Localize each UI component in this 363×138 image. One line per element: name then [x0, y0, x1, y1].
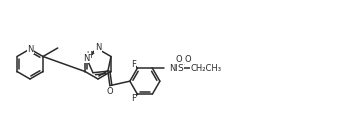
Text: F: F	[131, 60, 136, 69]
Text: CH₂CH₃: CH₂CH₃	[191, 64, 222, 73]
Text: F: F	[131, 94, 136, 103]
Text: H: H	[86, 51, 92, 59]
Text: NH: NH	[170, 64, 182, 73]
Text: O: O	[184, 55, 191, 64]
Text: N: N	[95, 43, 101, 52]
Text: O: O	[175, 55, 182, 64]
Text: N: N	[27, 44, 34, 54]
Text: S: S	[178, 64, 183, 73]
Text: O: O	[107, 87, 113, 96]
Text: N: N	[83, 54, 89, 63]
